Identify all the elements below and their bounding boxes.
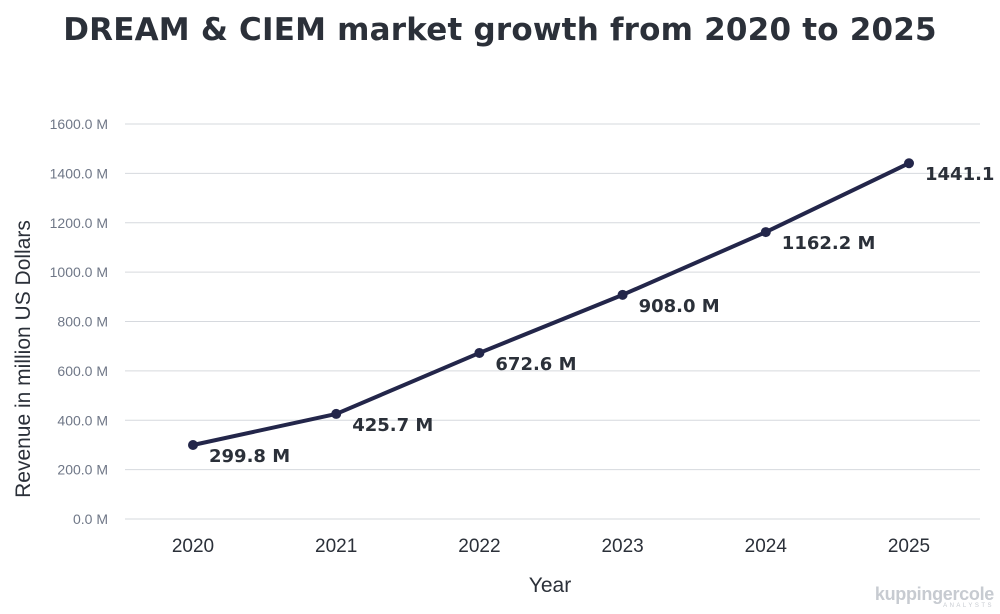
data-point bbox=[617, 289, 628, 300]
data-label: 425.7 M bbox=[352, 415, 433, 436]
data-point bbox=[760, 227, 771, 238]
x-tick-label: 2025 bbox=[888, 536, 930, 557]
logo-tagline: ANALYSTS bbox=[943, 603, 994, 609]
y-tick-label: 1200.0 M bbox=[50, 215, 108, 231]
y-tick-label: 0.0 M bbox=[73, 511, 108, 527]
data-point bbox=[331, 408, 342, 419]
y-axis-ticks: 0.0 M 200.0 M 400.0 M 600.0 M 800.0 M 1000.0 … bbox=[50, 116, 108, 527]
data-label: 1441.1 M bbox=[925, 164, 1000, 185]
y-axis-label: Revenue in million US Dollars bbox=[12, 220, 35, 498]
data-label: 299.8 M bbox=[209, 446, 290, 467]
y-tick-label: 800.0 M bbox=[57, 314, 108, 330]
x-tick-label: 2020 bbox=[172, 536, 214, 557]
series-line bbox=[191, 161, 911, 447]
chart-title: DREAM & CIEM market growth from 2020 to … bbox=[63, 12, 937, 48]
y-tick-label: 1400.0 M bbox=[50, 165, 108, 181]
y-tick-label: 1000.0 M bbox=[50, 264, 108, 280]
x-axis-label: Year bbox=[529, 574, 571, 597]
data-label: 1162.2 M bbox=[782, 233, 876, 254]
y-tick-label: 400.0 M bbox=[57, 412, 108, 428]
data-label: 672.6 M bbox=[495, 354, 576, 375]
data-point bbox=[904, 158, 914, 169]
series bbox=[188, 158, 914, 450]
x-axis-ticks: 2020 2021 2022 2023 2024 2025 bbox=[172, 536, 930, 557]
y-tick-label: 1600.0 M bbox=[50, 116, 108, 132]
logo-wordmark: kuppingercole bbox=[874, 584, 994, 604]
x-tick-label: 2022 bbox=[458, 536, 500, 557]
gridlines bbox=[125, 123, 980, 520]
data-point bbox=[474, 347, 485, 358]
y-tick-label: 200.0 M bbox=[57, 462, 108, 478]
x-tick-label: 2024 bbox=[745, 536, 788, 557]
data-point bbox=[188, 439, 198, 450]
x-tick-label: 2021 bbox=[315, 536, 357, 557]
data-labels: 299.8 M 425.7 M 672.6 M 908.0 M 1162.2 M 1441… bbox=[209, 164, 1000, 467]
data-label: 908.0 M bbox=[639, 296, 720, 317]
kuppingercole-logo: kuppingercole ANALYSTS bbox=[875, 585, 994, 610]
y-tick-label: 600.0 M bbox=[57, 363, 108, 379]
x-tick-label: 2023 bbox=[601, 536, 643, 557]
